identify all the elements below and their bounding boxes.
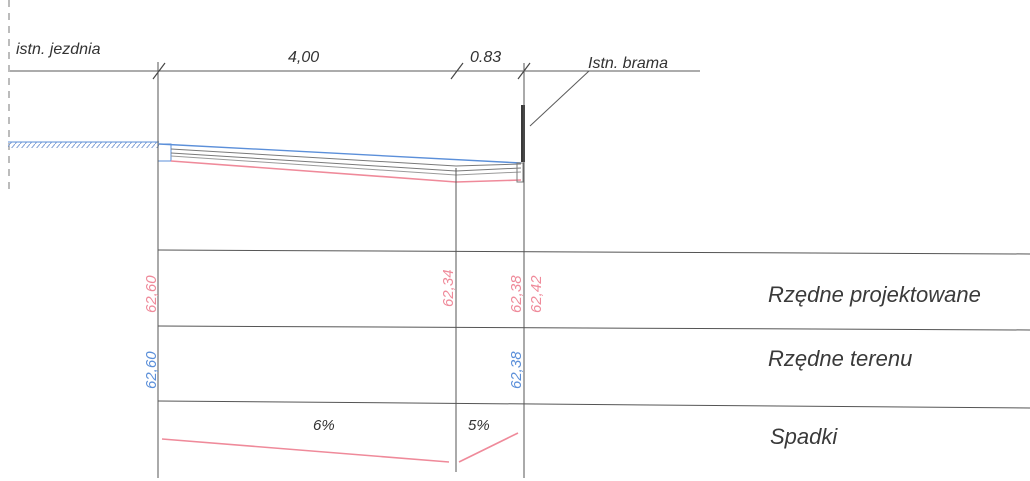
dimension-label-main: 4,00: [288, 49, 319, 66]
pavement-layer-line: [170, 152, 522, 172]
edge-curb: [516, 162, 524, 183]
row-label-design-elevations: Rzędne projektowane: [768, 282, 981, 307]
gate-label: Istn. brama: [588, 55, 668, 72]
slope-label: 5%: [468, 417, 490, 434]
design-elevation: 62,42: [528, 275, 545, 313]
existing-gate: [521, 105, 525, 162]
dimension-label-small: 0.83: [470, 49, 501, 66]
design-elevation: 62,34: [440, 269, 457, 307]
slope-line: [458, 432, 519, 463]
existing-roadway-label: istn. jezdnia: [16, 41, 101, 58]
table-line: [157, 249, 1030, 255]
design-elevation: 62,60: [143, 275, 160, 313]
dimension-tick: [450, 62, 464, 80]
row-label-slopes: Spadki: [770, 424, 838, 449]
terrain-surface-line: [158, 143, 522, 164]
terrain-elevation: 62,60: [143, 351, 160, 389]
dimension-tick: [152, 62, 166, 80]
curb: [157, 143, 172, 162]
slope-line: [161, 438, 450, 463]
pavement-layer-line: [170, 148, 522, 167]
table-line: [157, 325, 1030, 331]
terrain-elevation: 62,38: [508, 351, 525, 389]
existing-roadway-hatch: [8, 142, 159, 148]
gate-leader-line: [529, 70, 590, 127]
table-line: [157, 400, 1030, 409]
slope-label: 6%: [313, 417, 335, 434]
design-elevation: 62,38: [508, 275, 525, 313]
row-label-terrain-elevations: Rzędne terenu: [768, 346, 912, 371]
